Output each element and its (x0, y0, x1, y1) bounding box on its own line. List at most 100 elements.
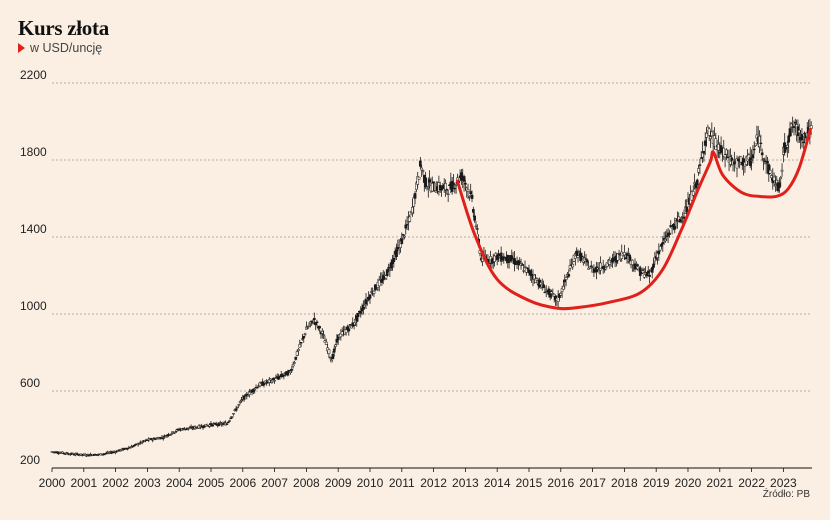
candle-body (543, 291, 547, 294)
source-note: Źródło: PB (762, 489, 810, 500)
candle-body (475, 228, 479, 230)
candle-body (372, 290, 376, 294)
candle-body (240, 399, 243, 401)
candle-body (474, 225, 478, 228)
chart-subtitle: w USD/uncję (18, 41, 102, 55)
candle-body (770, 175, 773, 179)
x-tick-label: 2022 (738, 476, 765, 490)
candle-body (413, 193, 417, 199)
x-tick-label: 2023 (770, 476, 797, 490)
candle-body (232, 413, 235, 415)
candle-body (377, 279, 381, 287)
candle-body (411, 206, 414, 214)
candle-body (327, 349, 331, 354)
candle-body (400, 238, 404, 245)
candle-body (420, 167, 424, 171)
candle-body (226, 421, 230, 424)
candle-body (306, 327, 310, 329)
candle-body (698, 164, 702, 166)
candle-body (428, 179, 431, 183)
x-tick-label: 2021 (706, 476, 733, 490)
candle-body (418, 160, 422, 167)
candle-body (787, 135, 791, 143)
candle-body (161, 437, 165, 440)
candle-body (542, 284, 545, 288)
candle-body (270, 380, 274, 383)
candle-body (473, 215, 477, 221)
candle-body (229, 417, 233, 420)
candle-body (228, 420, 231, 422)
x-tick-label: 2020 (675, 476, 702, 490)
candle-body (332, 348, 336, 353)
y-tick-label: 2200 (20, 68, 47, 82)
x-tick-label: 2008 (293, 476, 320, 490)
candle-body (567, 274, 571, 277)
candle-body (584, 258, 588, 260)
candle-body (401, 234, 405, 236)
candle-body (750, 159, 753, 161)
candle-body (151, 439, 155, 441)
candle-body (286, 371, 290, 376)
candle-body (172, 432, 176, 435)
candle-body (726, 156, 730, 159)
candle-body (681, 220, 685, 222)
candle-body (383, 274, 386, 277)
candle-body (638, 267, 642, 276)
candle-body (253, 389, 257, 391)
candle-body (650, 267, 654, 273)
unit-label: w USD/uncję (30, 41, 103, 55)
candle-body (277, 376, 280, 380)
candle-body (444, 183, 447, 191)
x-tick-label: 2004 (166, 476, 193, 490)
candle-body (132, 444, 136, 447)
candle-body (695, 179, 699, 186)
candle-body (680, 217, 683, 219)
candle-body (801, 141, 805, 144)
candle-body (703, 140, 707, 146)
candle-body (657, 251, 661, 255)
candle-body (453, 187, 457, 190)
candle-body (580, 255, 584, 257)
candle-body (189, 426, 193, 428)
candle-body (803, 132, 806, 135)
candle-body (242, 395, 246, 400)
candle-body (658, 245, 662, 251)
candle-body (271, 378, 275, 380)
candle-body (299, 342, 303, 344)
candle-body (640, 272, 643, 274)
candle-body (497, 253, 500, 256)
candle-body (388, 269, 392, 271)
candle-body (758, 136, 761, 147)
candle-body (709, 136, 712, 139)
candle-body (282, 374, 286, 377)
candle-body (55, 451, 59, 454)
candle-body (307, 324, 311, 327)
candle-body (320, 331, 324, 334)
candle-body (759, 142, 763, 145)
candle-body (301, 338, 304, 340)
x-tick-label: 2017 (579, 476, 606, 490)
candle-body (315, 321, 319, 323)
candle-body (678, 219, 682, 223)
candle-body (387, 267, 390, 269)
candle-body (664, 238, 667, 242)
candle-body (200, 425, 204, 428)
candle-body (471, 209, 475, 213)
x-tick-label: 2019 (643, 476, 670, 490)
candle-body (265, 382, 268, 384)
x-tick-label: 2003 (134, 476, 161, 490)
candle-body (421, 170, 425, 172)
candle-body (334, 344, 337, 347)
candle-body (87, 455, 91, 457)
candle-body (236, 406, 239, 409)
candle-body (85, 455, 88, 457)
x-tick-label: 2015 (516, 476, 543, 490)
candle-body (344, 329, 348, 333)
x-tick-label: 2012 (420, 476, 447, 490)
candle-body (417, 176, 421, 180)
candle-body (577, 251, 581, 253)
x-tick-label: 2005 (198, 476, 225, 490)
candle-body (699, 157, 703, 159)
candle-body (445, 189, 449, 191)
